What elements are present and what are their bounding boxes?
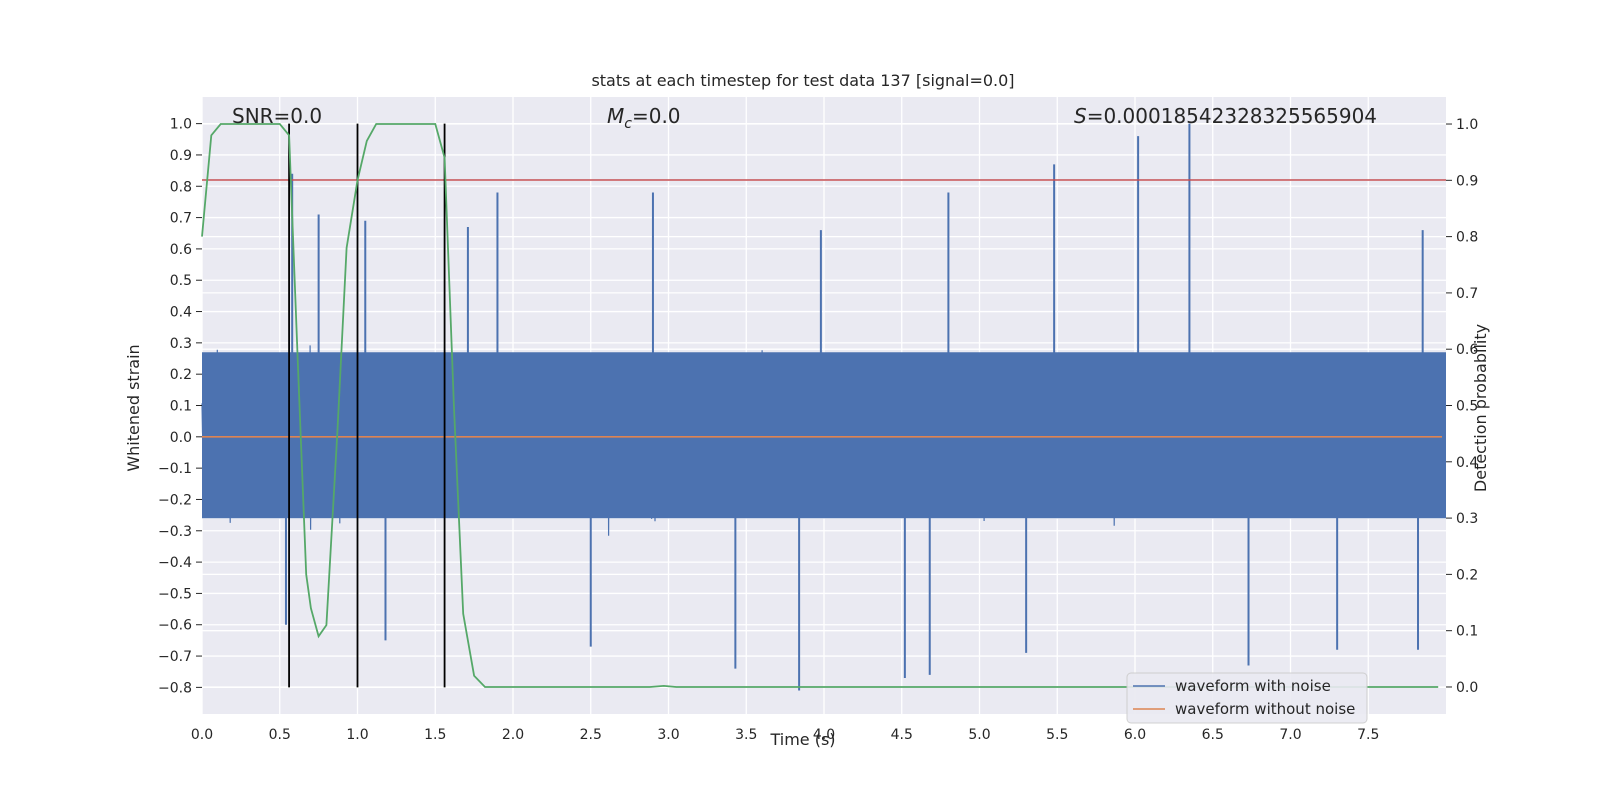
right-y-axis: 1.0 0.9 0.8 0.7 0.6 0.5 0.4 0.3 0.2 0.1 0.0 xyxy=(1446,117,1478,696)
x-tick-label: 0.5 xyxy=(269,727,291,743)
legend: waveform with noise waveform without noi… xyxy=(1126,672,1368,724)
x-tick-label: 5.5 xyxy=(1046,727,1068,743)
y-axis-label: Whitened strain xyxy=(124,344,143,471)
x-tick-label: 4.5 xyxy=(891,727,913,743)
y-tick-label: −0.6 xyxy=(158,618,192,634)
y-tick-label: −0.2 xyxy=(158,492,192,508)
x-tick-label: 1.0 xyxy=(346,727,368,743)
legend-label-noise: waveform with noise xyxy=(1175,677,1331,695)
y-tick-label: 0.3 xyxy=(170,336,192,352)
x-tick-label: 5.0 xyxy=(968,727,990,743)
detection-probability-line xyxy=(201,123,1439,688)
y-tick-label: −0.4 xyxy=(158,555,192,571)
y2-tick-label: 0.6 xyxy=(1456,342,1478,358)
y2-tick-label: 0.0 xyxy=(1456,680,1478,696)
y-tick-label: 0.7 xyxy=(170,211,192,227)
legend-box xyxy=(1126,672,1368,724)
noise-core-band xyxy=(202,352,1446,519)
y-tick-label: −0.3 xyxy=(158,524,192,540)
x-tick-label: 6.5 xyxy=(1202,727,1224,743)
chirp-mass-subscript: c xyxy=(624,116,632,132)
x-tick-label: 2.0 xyxy=(502,727,524,743)
y-tick-label: 0.6 xyxy=(170,242,192,258)
y-tick-label: −0.7 xyxy=(158,649,192,665)
x-tick-label: 7.5 xyxy=(1357,727,1379,743)
y-tick-label: −0.8 xyxy=(158,680,192,696)
y2-tick-label: 0.2 xyxy=(1456,567,1478,583)
y2-tick-label: 1.0 xyxy=(1456,117,1478,133)
x-tick-label: 1.5 xyxy=(424,727,446,743)
legend-label-clean: waveform without noise xyxy=(1175,700,1355,718)
y-tick-label: 0.5 xyxy=(170,273,192,289)
y-tick-label: −0.5 xyxy=(158,586,192,602)
snr-annotation: SNR=0.0 xyxy=(232,104,322,128)
y2-tick-label: 0.5 xyxy=(1456,399,1478,415)
chirp-mass-value: =0.0 xyxy=(632,104,681,128)
noisy-waveform-series xyxy=(201,123,1446,691)
y2-tick-label: 0.1 xyxy=(1456,624,1478,640)
x-tick-label: 2.5 xyxy=(580,727,602,743)
x-tick-label: 4.0 xyxy=(813,727,835,743)
y-tick-label: 0.2 xyxy=(170,367,192,383)
y-tick-label: −0.1 xyxy=(158,461,192,477)
x-tick-label: 7.0 xyxy=(1279,727,1301,743)
y-tick-label: 0.1 xyxy=(170,399,192,415)
y-tick-label: 0.8 xyxy=(170,179,192,195)
x-tick-label: 6.0 xyxy=(1124,727,1146,743)
s-symbol: S xyxy=(1074,104,1087,128)
chart-title: stats at each timestep for test data 137… xyxy=(591,71,1014,90)
x-axis: 0.0 0.5 1.0 1.5 2.0 2.5 3.0 3.5 4.0 4.5 5.0 5.5 6.0 6… xyxy=(191,727,1380,743)
x-tick-label: 3.0 xyxy=(657,727,679,743)
x-tick-label: 3.5 xyxy=(735,727,757,743)
y-tick-label: 0.4 xyxy=(170,305,192,321)
x-axis-label: Time (s) xyxy=(769,730,835,749)
y2-tick-label: 0.8 xyxy=(1456,230,1478,246)
y-tick-label: 0.0 xyxy=(170,430,192,446)
y2-tick-label: 0.3 xyxy=(1456,511,1478,527)
s-value: =0.00018542328325565904 xyxy=(1087,104,1377,128)
y-tick-label: 1.0 xyxy=(170,117,192,133)
y2-tick-label: 0.9 xyxy=(1456,173,1478,189)
y-tick-label: 0.9 xyxy=(170,148,192,164)
x-tick-label: 0.0 xyxy=(191,727,213,743)
y2-tick-label: 0.7 xyxy=(1456,286,1478,302)
chirp-mass-symbol: M xyxy=(607,104,624,128)
y2-tick-label: 0.4 xyxy=(1456,455,1478,471)
s-annotation: S=0.00018542328325565904 xyxy=(1074,104,1377,128)
right-y-axis-label: Detection probability xyxy=(1471,324,1490,492)
vertical-markers xyxy=(288,123,446,688)
left-y-axis: 1.0 0.9 0.8 0.7 0.6 0.5 0.4 0.3 0.2 0.1 0.0 −0.1 −0.… xyxy=(158,117,202,696)
chirp-mass-annotation: Mc=0.0 xyxy=(607,104,681,132)
